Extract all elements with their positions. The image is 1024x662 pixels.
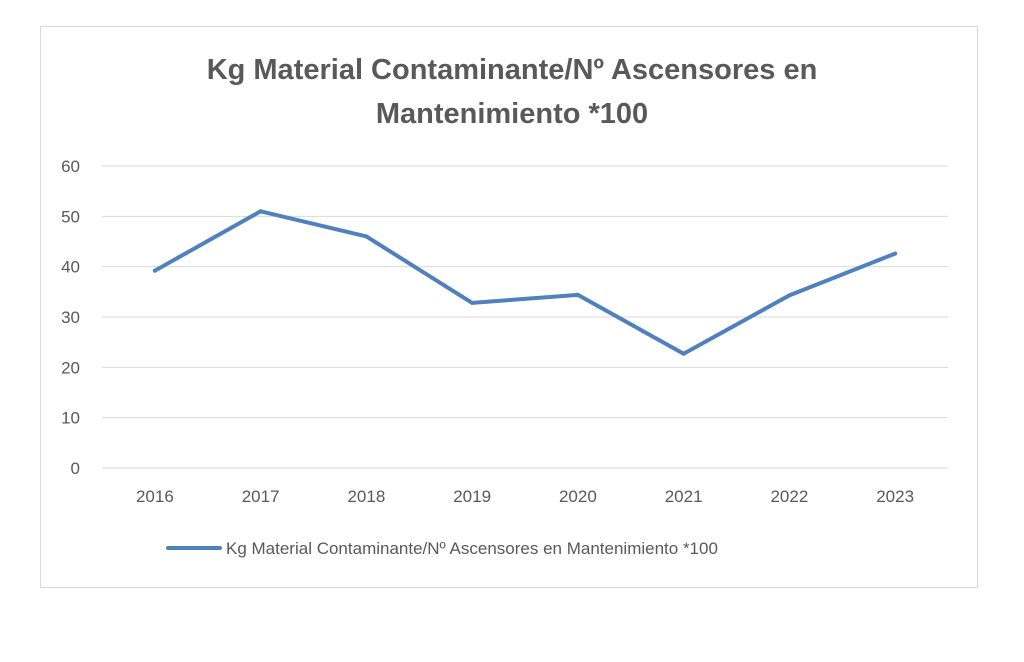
y-axis-ticks: 0 10 20 30 40 50 60 bbox=[61, 157, 80, 478]
x-axis-ticks: 2016 2017 2018 2019 2020 2021 2022 2023 bbox=[136, 487, 914, 506]
data-point-2019 bbox=[470, 300, 475, 305]
data-point-2017 bbox=[258, 209, 263, 214]
y-tick-label: 0 bbox=[71, 459, 80, 478]
x-tick-label: 2017 bbox=[242, 487, 280, 506]
chart-area bbox=[40, 26, 978, 588]
x-tick-label: 2023 bbox=[876, 487, 914, 506]
x-tick-label: 2018 bbox=[347, 487, 385, 506]
y-tick-label: 50 bbox=[61, 207, 80, 226]
legend: Kg Material Contaminante/Nº Ascensores e… bbox=[166, 539, 718, 558]
chart-title-line-2: Mantenimiento *100 bbox=[376, 98, 648, 130]
data-point-2016 bbox=[152, 268, 157, 273]
x-tick-label: 2022 bbox=[770, 487, 808, 506]
data-point-2022 bbox=[787, 293, 792, 298]
data-point-2021 bbox=[681, 351, 686, 356]
x-tick-label: 2020 bbox=[559, 487, 597, 506]
y-tick-label: 60 bbox=[61, 157, 80, 176]
y-tick-label: 40 bbox=[61, 258, 80, 277]
series-line bbox=[152, 209, 898, 356]
legend-label: Kg Material Contaminante/Nº Ascensores e… bbox=[226, 539, 718, 558]
x-tick-label: 2019 bbox=[453, 487, 491, 506]
y-tick-label: 20 bbox=[61, 358, 80, 377]
series-layer bbox=[152, 209, 898, 356]
x-tick-label: 2016 bbox=[136, 487, 174, 506]
y-tick-label: 10 bbox=[61, 409, 80, 428]
chart-title-line-1: Kg Material Contaminante/Nº Ascensores e… bbox=[207, 54, 818, 86]
x-tick-label: 2021 bbox=[665, 487, 703, 506]
gridlines bbox=[102, 165, 948, 469]
y-tick-label: 30 bbox=[61, 308, 80, 327]
data-point-2023 bbox=[893, 251, 898, 256]
data-point-2020 bbox=[575, 292, 580, 297]
data-point-2018 bbox=[364, 234, 369, 239]
